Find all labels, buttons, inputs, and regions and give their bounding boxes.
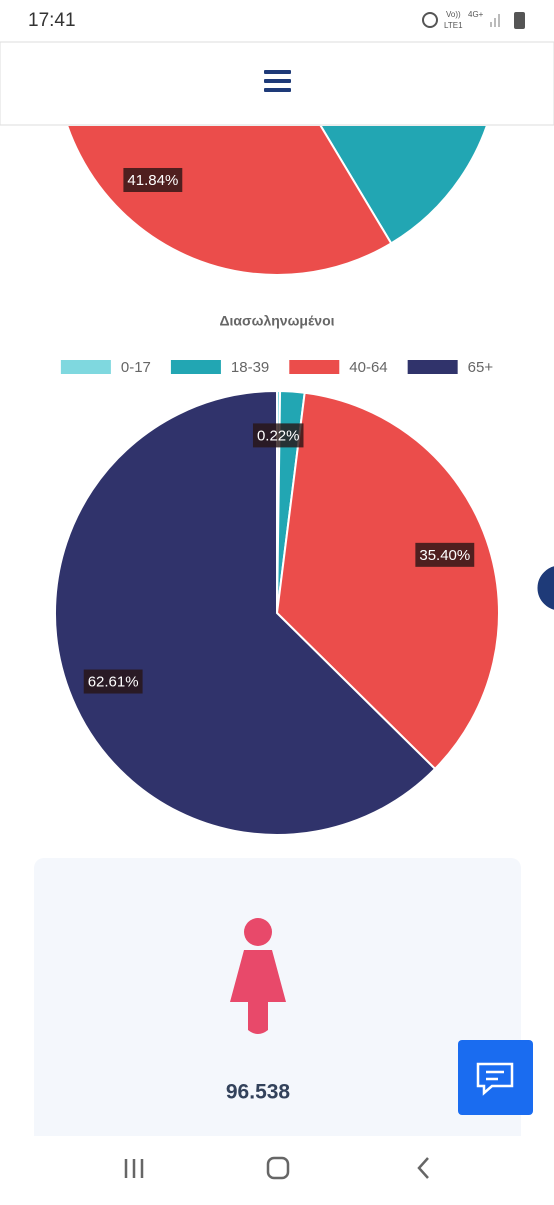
chart-title: Διασωληνωμένοι [219, 313, 334, 329]
legend-label: 65+ [468, 359, 494, 376]
legend-label: 40-64 [349, 359, 387, 376]
signal-icon [494, 18, 496, 27]
side-button[interactable] [534, 563, 554, 613]
legend-swatch [407, 360, 458, 374]
top-chart: 41.84% [66, 126, 488, 276]
chat-button[interactable] [458, 1040, 533, 1115]
card [34, 858, 521, 1148]
legend-swatch [170, 360, 221, 374]
recent-apps-button[interactable] [124, 1159, 144, 1178]
female-icon [230, 918, 286, 1034]
pie-slice [54, 389, 437, 836]
card-value: 96.538 [226, 1081, 291, 1104]
alarm-icon [422, 12, 438, 28]
legend-label: 18-39 [231, 359, 269, 376]
chat-icon [476, 1062, 514, 1096]
signal-icon [498, 14, 500, 27]
main-chart: 0.22% 35.40% 62.61% Διασωληνωμένοι 0-17 18-39… [54, 313, 500, 836]
pie-slice [66, 126, 393, 276]
back-button[interactable] [417, 1157, 429, 1179]
legend-swatch [289, 360, 340, 374]
status-bar [0, 0, 554, 42]
clock: 17:41 [28, 10, 76, 31]
value-label: 41.84% [127, 172, 178, 189]
label-background [252, 423, 304, 448]
network-label: Vo)) [446, 10, 461, 19]
home-button[interactable] [266, 1156, 290, 1180]
value-label: 0.22% [257, 427, 300, 444]
header [0, 41, 554, 126]
network-label: LTE1 [444, 21, 463, 30]
battery-icon [514, 12, 525, 29]
nav-bar [0, 1136, 554, 1200]
label-background [83, 669, 143, 694]
menu-button[interactable] [264, 70, 291, 92]
value-label: 35.40% [419, 547, 470, 564]
pie-slice [275, 391, 500, 771]
signal-icon [490, 22, 492, 27]
legend-label: 0-17 [121, 359, 151, 376]
pie-slice [319, 126, 488, 245]
legend-swatch [60, 360, 111, 374]
label-background [415, 542, 475, 567]
label-background [123, 167, 183, 192]
network-label: 4G+ [468, 10, 484, 19]
value-label: 62.61% [88, 673, 139, 690]
